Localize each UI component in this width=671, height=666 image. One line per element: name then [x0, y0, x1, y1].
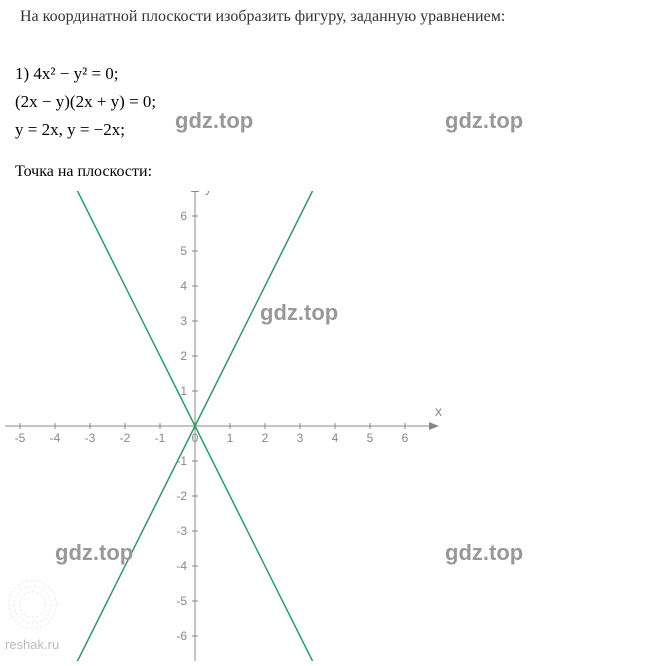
svg-text:3: 3	[297, 431, 304, 445]
svg-text:1: 1	[180, 384, 187, 398]
coordinate-chart: -6-5-4-3-2-10123456-6-5-4-3-2-1123456xy	[5, 191, 525, 661]
svg-text:-3: -3	[176, 524, 187, 538]
svg-text:-3: -3	[85, 431, 96, 445]
svg-text:y: y	[205, 191, 212, 195]
chart-svg: -6-5-4-3-2-10123456-6-5-4-3-2-1123456xy	[5, 191, 525, 661]
svg-text:4: 4	[332, 431, 339, 445]
svg-text:2: 2	[180, 349, 187, 363]
svg-text:1: 1	[227, 431, 234, 445]
svg-text:5: 5	[180, 244, 187, 258]
svg-text:6: 6	[180, 209, 187, 223]
chart-caption: Точка на плоскости:	[0, 158, 671, 191]
math-line-1: 1) 4x² − y² = 0;	[15, 64, 656, 84]
svg-text:5: 5	[367, 431, 374, 445]
math-block: 1) 4x² − y² = 0; (2x − y)(2x + y) = 0; y…	[0, 34, 671, 158]
svg-text:-1: -1	[155, 431, 166, 445]
svg-text:-5: -5	[176, 594, 187, 608]
svg-text:3: 3	[180, 314, 187, 328]
svg-text:2: 2	[262, 431, 269, 445]
math-line-2: (2x − y)(2x + y) = 0;	[15, 92, 656, 112]
svg-text:-5: -5	[15, 431, 26, 445]
math-line-3: y = 2x, y = −2x;	[15, 120, 656, 140]
svg-text:-2: -2	[176, 489, 187, 503]
svg-text:-6: -6	[176, 629, 187, 643]
svg-text:-4: -4	[176, 559, 187, 573]
svg-text:-2: -2	[120, 431, 131, 445]
svg-text:x: x	[435, 403, 442, 419]
circle-watermark	[5, 577, 60, 632]
svg-text:0: 0	[192, 431, 199, 445]
site-watermark: reshak.ru	[5, 637, 59, 652]
svg-text:6: 6	[402, 431, 409, 445]
svg-text:-4: -4	[50, 431, 61, 445]
header-partial-text: На координатной плоскости изобразить фиг…	[0, 0, 671, 34]
svg-text:4: 4	[180, 279, 187, 293]
